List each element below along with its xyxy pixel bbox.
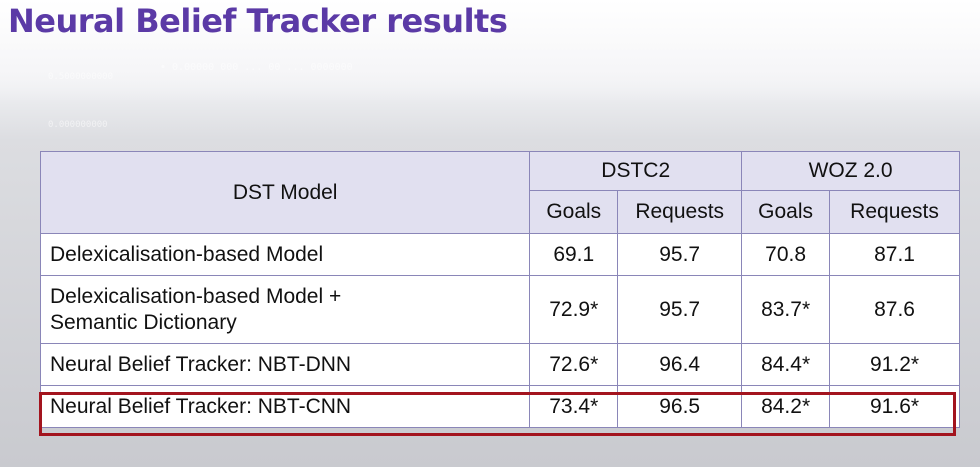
table-row: Neural Belief Tracker: NBT-DNN 72.6* 96.… [39,343,960,386]
subheader-woz-goals: Goals [741,190,831,234]
slide-header-area [0,0,980,100]
header-dst-model: DST Model [39,151,531,234]
model-name: Neural Belief Tracker: NBT-DNN [39,343,531,386]
table-row: Delexicalisation-based Model 69.1 95.7 7… [39,233,960,276]
table-header-row: DST Model DSTC2 WOZ 2.0 [39,151,960,234]
ghost-text: 0.000000000 [48,120,108,130]
subheader-dstc2-goals: Goals [529,190,619,234]
ghost-text: • 0.00000 000 ... 00 ... 0000000 [160,62,353,73]
model-name: Delexicalisation-based Model + Semantic D… [39,275,531,344]
header-group-woz: WOZ 2.0 [741,151,960,191]
value-cell-best: 73.4* [529,385,619,428]
value-cell: 91.2* [829,343,960,386]
value-cell: 84.2* [741,385,831,428]
value-cell-best: 96.5 [617,385,743,428]
value-cell: 72.9* [529,275,619,344]
value-cell: 87.6 [829,275,960,344]
model-name: Delexicalisation-based Model [39,233,531,276]
subheader-woz-requests: Requests [829,190,960,234]
value-cell: 83.7* [741,275,831,344]
header-group-dstc2: DSTC2 [529,151,743,191]
results-table: DST Model DSTC2 WOZ 2.0 Goals Requests G… [39,151,960,428]
value-cell-best: 91.6* [829,385,960,428]
value-cell: 95.7 [617,233,743,276]
model-name: Neural Belief Tracker: NBT-CNN [39,385,531,428]
table-row: Delexicalisation-based Model + Semantic D… [39,275,960,344]
subheader-dstc2-requests: Requests [617,190,743,234]
value-cell: 72.6* [529,343,619,386]
value-cell: 69.1 [529,233,619,276]
ghost-text: 0.5000000000 [48,72,114,82]
slide-title: Neural Belief Tracker results [8,2,508,40]
model-name-line: Semantic Dictionary [50,310,237,334]
value-cell: 96.4 [617,343,743,386]
value-cell: 70.8 [741,233,831,276]
value-cell-best: 84.4* [741,343,831,386]
value-cell: 95.7 [617,275,743,344]
model-name-line: Delexicalisation-based Model + [50,284,342,308]
table-row-highlighted: Neural Belief Tracker: NBT-CNN 73.4* 96.… [39,385,960,428]
value-cell: 87.1 [829,233,960,276]
table-subheader-row: Goals Requests Goals Requests [41,190,960,234]
